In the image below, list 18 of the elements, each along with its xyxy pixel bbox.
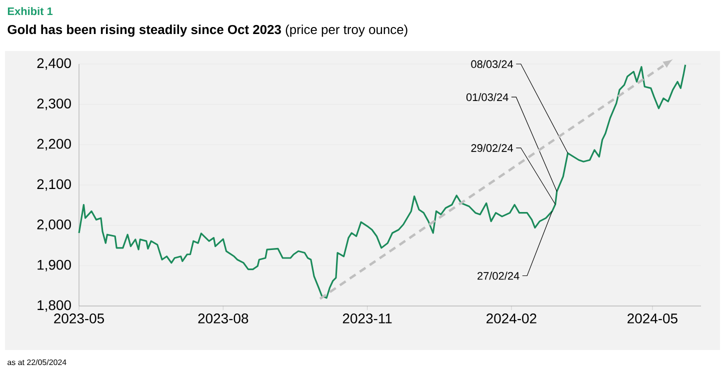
annotation: 08/03/24 bbox=[471, 60, 514, 68]
x-tick-label: 2024-02 bbox=[486, 314, 536, 324]
x-tick-label: 2023-05 bbox=[54, 314, 104, 324]
y-tick-label: 2,100 bbox=[37, 179, 71, 191]
x-tick-label: 2023-08 bbox=[198, 314, 248, 324]
annotation: 27/02/24 bbox=[478, 272, 520, 280]
x-tick-label: 2024-05 bbox=[628, 314, 678, 324]
chart-subtitle: Gold has been rising steadily since Oct 2023 (price per troy ounce) bbox=[8, 24, 408, 37]
y-tick-label: 1,900 bbox=[38, 260, 71, 272]
annotation: 29/02/24 bbox=[471, 144, 514, 152]
y-tick-label: 2,400 bbox=[37, 58, 71, 70]
y-tick-label: 2,200 bbox=[37, 138, 71, 150]
x-tick-label: 2023-11 bbox=[342, 314, 392, 324]
y-tick-label: 1,800 bbox=[38, 300, 71, 312]
y-tick-label: 2,000 bbox=[37, 220, 71, 232]
y-tick-label: 2,300 bbox=[37, 98, 71, 110]
chart-title: Exhibit 1 bbox=[8, 7, 53, 16]
annotation: 01/03/24 bbox=[466, 93, 508, 102]
